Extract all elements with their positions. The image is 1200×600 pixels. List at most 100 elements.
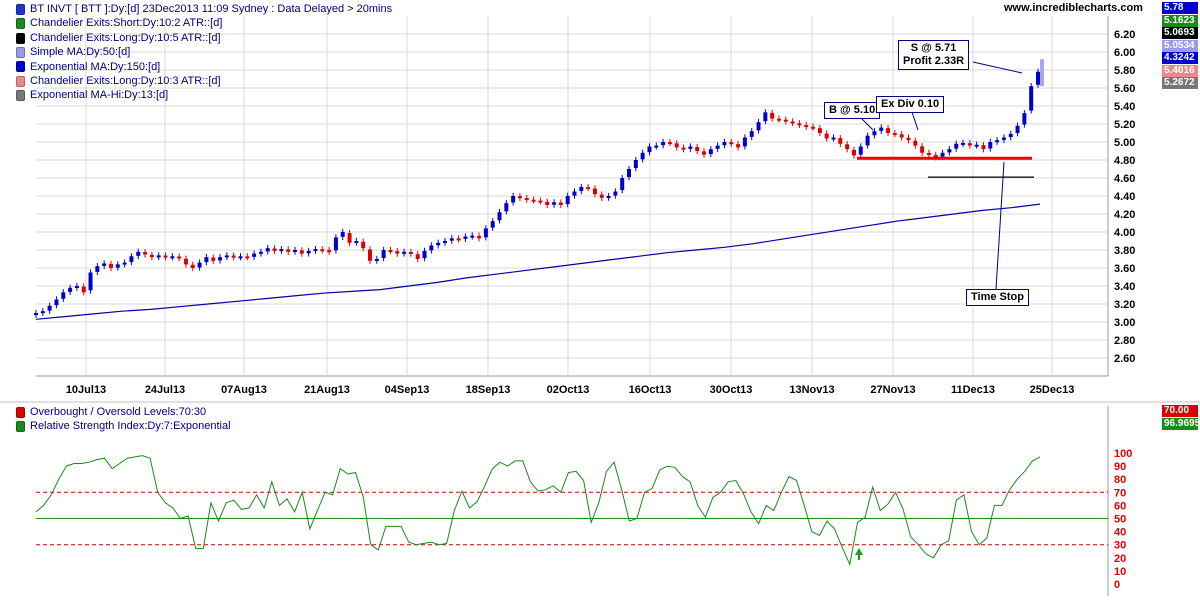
price-y-tick-label: 3.60 — [1114, 263, 1135, 275]
candle-body — [333, 237, 338, 251]
legend-label: Relative Strength Index:Dy:7:Exponential — [30, 420, 231, 433]
rsi-y-tick-label: 100 — [1114, 448, 1132, 460]
last-value-box: 4.3242 — [1162, 52, 1198, 64]
last-value-box: 5.0534 — [1162, 39, 1198, 52]
candle-body — [565, 196, 570, 205]
price-legend-item[interactable]: Exponential MA:Dy:150:[d] — [16, 60, 392, 74]
candle-body — [851, 149, 856, 156]
candle-body — [218, 257, 223, 261]
candle-body — [695, 146, 700, 151]
candle-body — [95, 266, 100, 272]
price-legend-item[interactable]: BT INVT [ BTT ]:Dy:[d] 23Dec2013 11:09 S… — [16, 2, 392, 16]
candle-body — [340, 232, 345, 237]
price-legend-item[interactable]: Exponential MA-Hi:Dy:13:[d] — [16, 88, 392, 102]
sell-annotation-line2: Profit 2.33R — [903, 55, 965, 67]
price-y-tick-label: 5.40 — [1114, 101, 1135, 113]
price-y-tick-label: 3.80 — [1114, 245, 1135, 257]
candle-body — [538, 200, 543, 203]
candle-body — [906, 137, 911, 141]
candle-body — [599, 194, 604, 198]
candle-body — [702, 151, 706, 155]
rsi-y-tick-label: 50 — [1114, 514, 1126, 526]
candle-body — [579, 187, 584, 192]
candle-body — [306, 250, 311, 254]
candle-body — [313, 249, 318, 252]
candle-body — [136, 251, 141, 256]
price-legend-item[interactable]: Chandelier Exits:Long:Dy:10:3 ATR::[d] — [16, 74, 392, 88]
candle-body — [163, 255, 168, 258]
price-y-tick-label: 3.00 — [1114, 317, 1135, 329]
candle-body — [88, 272, 93, 291]
price-x-tick-label: 25Dec13 — [1030, 384, 1075, 396]
candle-body — [177, 256, 182, 259]
candle-body — [477, 235, 482, 239]
candle-body — [442, 241, 447, 243]
rsi-y-tick-label: 80 — [1114, 474, 1126, 486]
last-value-box: 70.00 — [1162, 405, 1198, 417]
last-value-box: 5.78 — [1162, 2, 1198, 14]
timestop-annotation: Time Stop — [966, 289, 1029, 306]
candle-body — [804, 125, 809, 128]
candle-body — [156, 255, 161, 258]
candle-body — [654, 145, 659, 148]
candle-body — [61, 292, 66, 299]
rsi-line — [35, 455, 1041, 567]
buy-arrow-icon — [855, 548, 863, 560]
candle-body — [483, 228, 488, 238]
candle-body — [170, 256, 175, 259]
candle-body — [811, 126, 816, 129]
candle-body — [197, 262, 202, 268]
sell-annotation-line1: S @ 5.71 — [910, 42, 957, 54]
candle-body — [681, 147, 686, 150]
candle-body — [954, 143, 959, 149]
price-y-tick-label: 4.00 — [1114, 227, 1135, 239]
candle-body — [272, 248, 277, 251]
candle-body — [374, 259, 379, 261]
candle-body — [224, 255, 229, 258]
price-y-tick-label: 4.60 — [1114, 173, 1135, 185]
candle-body — [1001, 137, 1006, 140]
legend-swatch — [16, 3, 25, 15]
last-value-box: 5.4016 — [1162, 64, 1198, 77]
candle-body — [940, 152, 945, 157]
candle-body — [899, 134, 904, 138]
rsi-legend-item[interactable]: Overbought / Oversold Levels:70:30 — [16, 405, 231, 419]
candle-body — [258, 251, 263, 254]
price-y-tick-label: 5.80 — [1114, 65, 1135, 77]
candle-body — [824, 133, 829, 139]
legend-swatch — [16, 90, 25, 102]
rsi-legend-item[interactable]: Relative Strength Index:Dy:7:Exponential — [16, 419, 231, 433]
candle-body — [1029, 86, 1034, 111]
candle-body — [961, 142, 966, 145]
last-bar-marker — [1040, 59, 1044, 87]
exdiv-connector — [911, 111, 919, 131]
legend-swatch — [16, 75, 25, 87]
candle-body — [674, 143, 679, 148]
candle-body — [422, 250, 427, 259]
price-x-tick-label: 07Aug13 — [221, 384, 267, 396]
legend-swatch — [16, 18, 25, 30]
candle-body — [81, 286, 86, 293]
last-value-box: 96.9695 — [1162, 417, 1200, 430]
candle-body — [592, 188, 597, 195]
legend-swatch — [16, 421, 25, 433]
candle-body — [279, 249, 284, 252]
price-legend-item[interactable]: Chandelier Exits:Long:Dy:10:5 ATR::[d] — [16, 31, 392, 45]
candle-body — [926, 152, 931, 155]
candle-body — [265, 248, 270, 252]
candle-body — [143, 252, 148, 255]
rsi-y-tick-label: 0 — [1114, 579, 1120, 591]
candle-body — [981, 145, 986, 150]
price-legend-item[interactable]: Chandelier Exits:Short:Dy:10:2 ATR::[d] — [16, 16, 392, 30]
candle-body — [586, 187, 591, 190]
timestop-connector — [995, 161, 1005, 290]
candle-body — [149, 254, 154, 258]
price-legend-item[interactable]: Simple MA:Dy:50:[d] — [16, 45, 392, 59]
price-x-tick-label: 27Nov13 — [870, 384, 915, 396]
rsi-y-tick-label: 90 — [1114, 461, 1126, 473]
price-x-tick-label: 24Jul13 — [145, 384, 185, 396]
site-url[interactable]: www.incrediblecharts.com — [1004, 2, 1143, 14]
candle-body — [947, 149, 952, 153]
candle-body — [429, 245, 434, 251]
candle-body — [667, 142, 672, 145]
